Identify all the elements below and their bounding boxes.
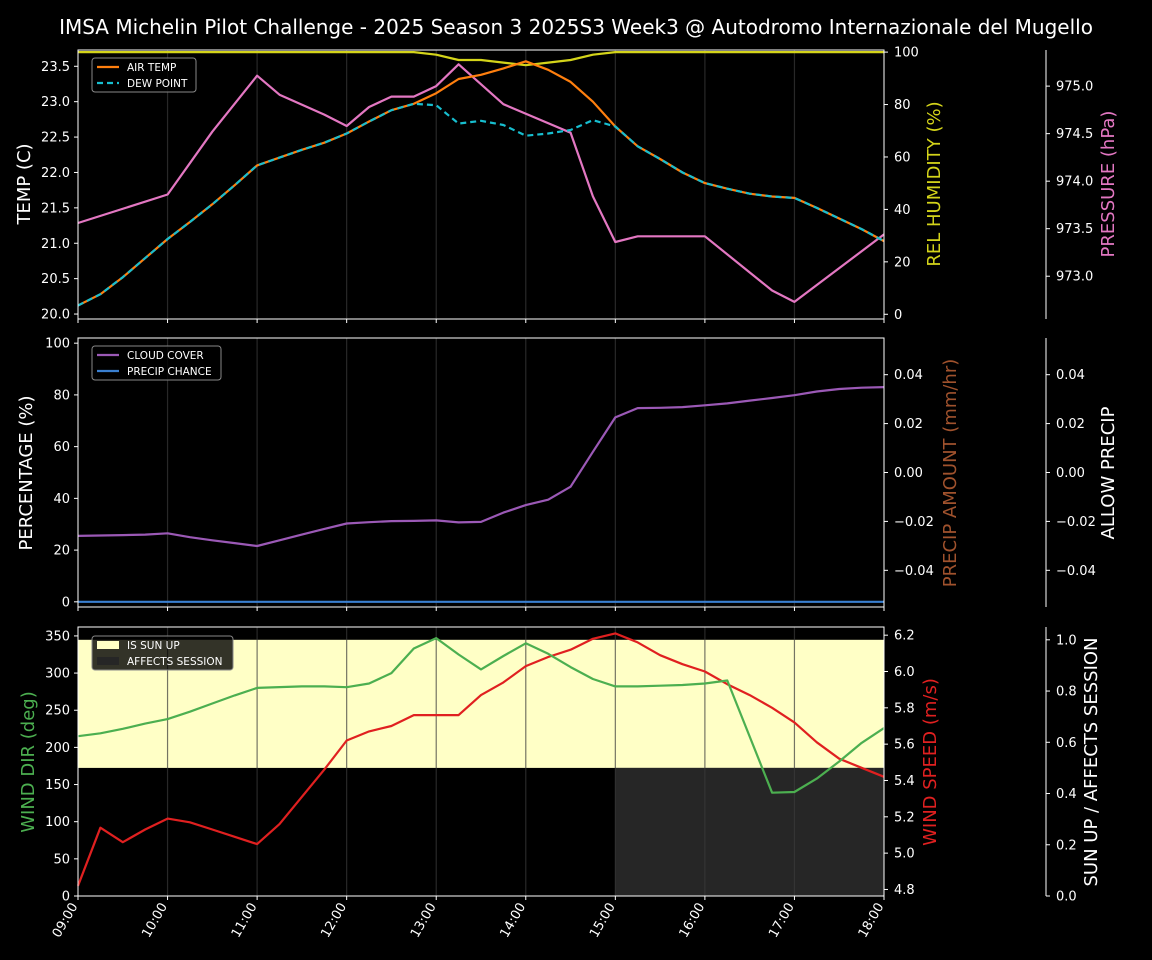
y-tick-label: 60	[894, 150, 911, 165]
y-tick-label: 20	[894, 255, 911, 270]
y-tick-label: 0.6	[1056, 736, 1077, 751]
y-tick-label: 100	[45, 337, 70, 352]
y-tick-label: 20.5	[41, 272, 70, 287]
pressure-line	[77, 63, 885, 303]
y-tick-label: 973.0	[1056, 270, 1093, 285]
y-tick-label: 21.0	[41, 237, 70, 252]
y-tick-label: 23.0	[41, 95, 70, 110]
y-tick-label: 0.2	[1056, 838, 1077, 853]
plot-area	[78, 50, 884, 319]
y-tick-label: 973.5	[1056, 222, 1093, 237]
y-tick-label: 5.4	[894, 774, 915, 789]
y-tick-label: 300	[45, 667, 70, 682]
y-tick-label: 100	[894, 46, 919, 61]
y-axis-label: PERCENTAGE (%)	[16, 395, 37, 550]
plot-frame	[77, 49, 885, 320]
y-tick-label: 40	[894, 203, 911, 218]
legend-2: CLOUD COVER PRECIP CHANCE	[91, 345, 222, 381]
legend-swatch	[97, 657, 119, 665]
cloud-cover-line	[77, 386, 885, 548]
y-tick-label: 5.2	[894, 810, 915, 825]
y3-axis-label: ALLOW PRECIP	[1098, 406, 1119, 539]
y-tick-label: 0.04	[1056, 368, 1085, 383]
legend-1: AIR TEMP DEW POINT	[91, 57, 197, 93]
y-tick-label: 80	[53, 388, 70, 403]
y-tick-label: 21.5	[41, 201, 70, 216]
y-tick-label: 50	[53, 852, 70, 867]
y-tick-label: 0	[62, 890, 70, 905]
plot-area	[78, 338, 884, 607]
y-tick-label: 0.02	[894, 417, 923, 432]
legend-label: IS SUN UP	[127, 640, 180, 652]
y-tick-label: 200	[45, 741, 70, 756]
y-tick-label: 60	[53, 440, 70, 455]
y-tick-label: 0.00	[1056, 466, 1085, 481]
y-tick-label: 5.0	[894, 847, 915, 862]
y-tick-label: 0.0	[1056, 890, 1077, 905]
y-tick-label: 0.4	[1056, 787, 1077, 802]
legend-label: PRECIP CHANCE	[127, 366, 212, 378]
y-tick-label: 0.8	[1056, 685, 1077, 700]
y-axis-label: TEMP (C)	[14, 143, 35, 225]
y-tick-label: 40	[53, 492, 70, 507]
legend-swatch	[97, 641, 119, 649]
y-tick-label: 6.2	[894, 629, 915, 644]
legend-box	[91, 635, 234, 671]
dew-point-line	[77, 102, 885, 307]
y-tick-label: 4.8	[894, 883, 915, 898]
y-tick-label: 20.0	[41, 308, 70, 323]
y-tick-label: 22.0	[41, 166, 70, 181]
y-tick-label: 1.0	[1056, 633, 1077, 648]
affects-session-band	[615, 767, 884, 896]
y-tick-label: 22.5	[41, 131, 70, 146]
y-tick-label: 5.8	[894, 701, 915, 716]
y-tick-label: 5.6	[894, 738, 915, 753]
y2-axis-label: PRECIP AMOUNT (mm/hr)	[940, 359, 961, 588]
y-tick-label: 0	[894, 308, 902, 323]
y-tick-label: 100	[45, 815, 70, 830]
y2-axis-label: REL HUMIDITY (%)	[924, 101, 945, 266]
y-tick-label: 20	[53, 544, 70, 559]
legend-label: DEW POINT	[127, 78, 188, 90]
y-tick-label: 6.0	[894, 665, 915, 680]
y2-axis-label: WIND SPEED (m/s)	[920, 678, 941, 846]
wind-speed-line	[76, 632, 885, 887]
wind-dir-line	[77, 636, 885, 794]
legend-3: IS SUN UP AFFECTS SESSION	[91, 635, 234, 671]
plot-frame	[77, 626, 885, 897]
y-tick-label: 974.0	[1056, 175, 1093, 190]
legend-box	[91, 345, 222, 381]
humidity-line	[78, 50, 884, 67]
y-tick-label: 350	[45, 629, 70, 644]
y-tick-label: 0.02	[1056, 417, 1085, 432]
legend-label: AFFECTS SESSION	[127, 656, 223, 668]
y-tick-label: −0.02	[894, 515, 934, 530]
y-axis-label: WIND DIR (deg)	[18, 691, 39, 833]
y-tick-label: 0.04	[894, 368, 923, 383]
y3-axis-label: PRESSURE (hPa)	[1098, 111, 1119, 258]
y3-axis-label: SUN UP / AFFECTS SESSION	[1081, 637, 1102, 886]
y-tick-label: −0.04	[894, 564, 934, 579]
y-tick-label: 250	[45, 704, 70, 719]
y-tick-label: 0	[62, 595, 70, 610]
chart-title: IMSA Michelin Pilot Challenge - 2025 Sea…	[59, 15, 1093, 39]
y-tick-label: 23.5	[41, 60, 70, 75]
legend-label: CLOUD COVER	[127, 350, 204, 362]
y-tick-label: 150	[45, 778, 70, 793]
y-tick-label: 0.00	[894, 466, 923, 481]
y-tick-label: −0.04	[1056, 564, 1096, 579]
legend-label: AIR TEMP	[127, 62, 176, 74]
y-tick-label: 975.0	[1056, 80, 1093, 95]
y-tick-label: 974.5	[1056, 127, 1093, 142]
y-tick-label: 80	[894, 98, 911, 113]
y-tick-label: −0.02	[1056, 515, 1096, 530]
